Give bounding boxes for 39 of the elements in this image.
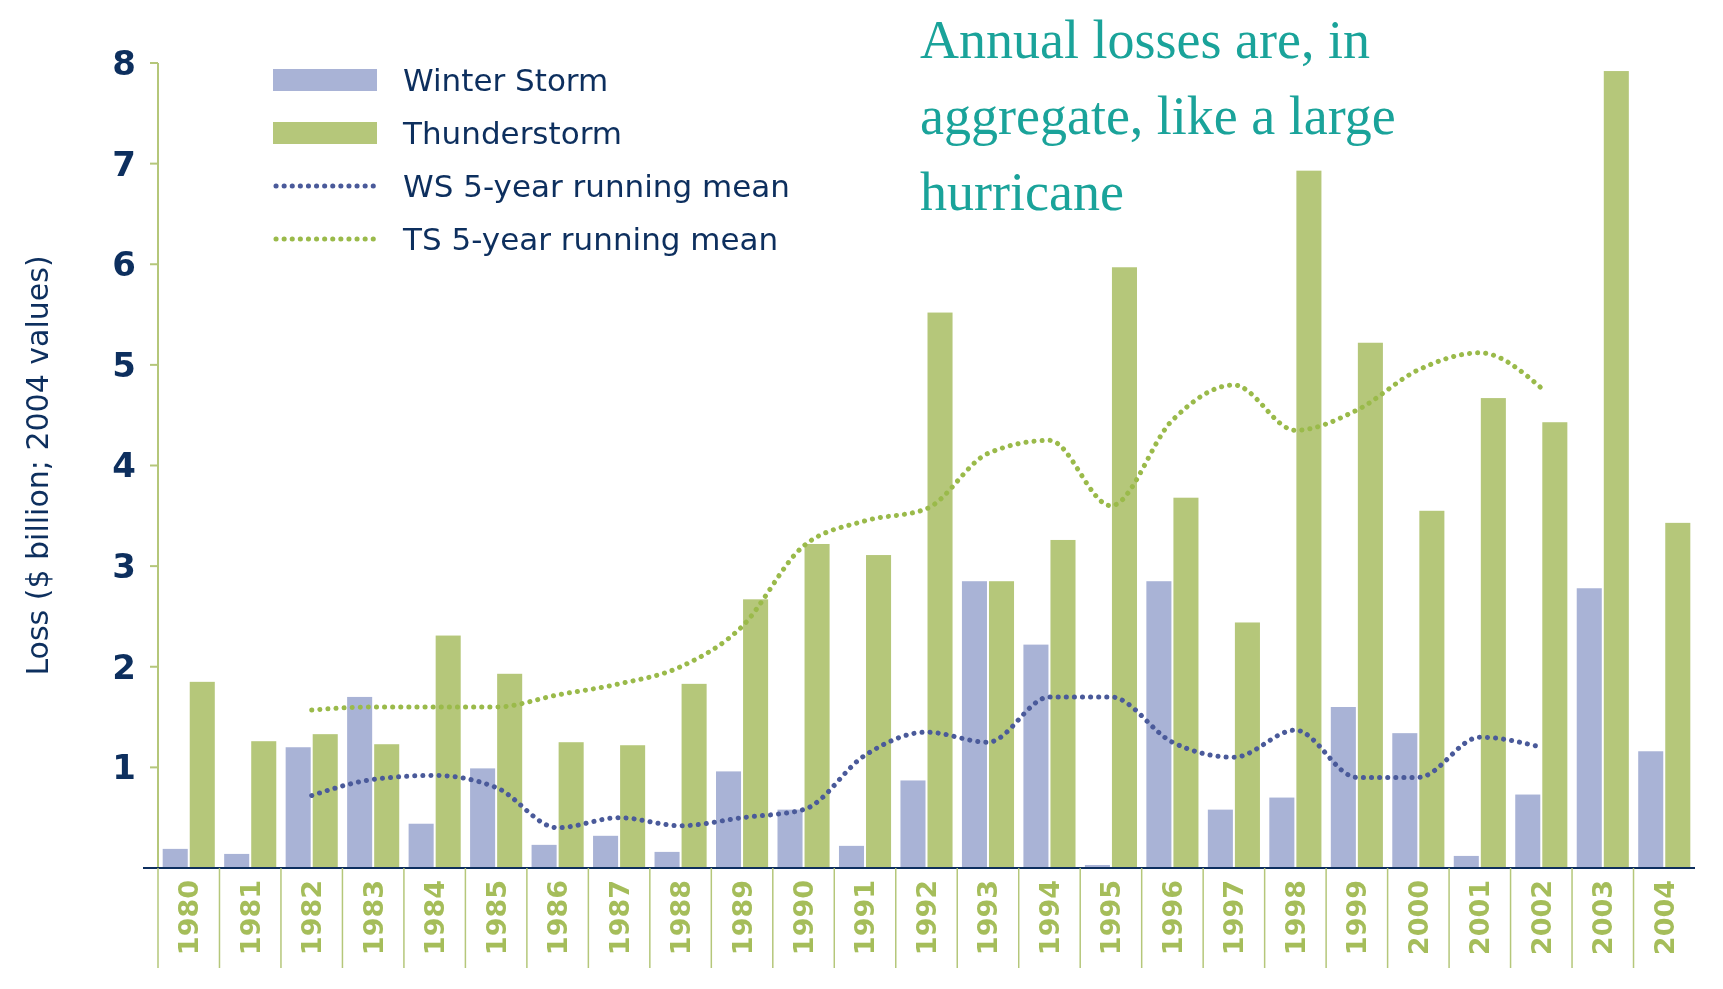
x-tick-label: 1986 — [542, 880, 574, 956]
x-tick-label: 1994 — [1033, 880, 1065, 956]
x-tick-label: 2002 — [1525, 880, 1557, 956]
annotation: Annual losses are, in aggregate, like a large hurricane — [920, 10, 1396, 222]
x-tick-label: 2001 — [1464, 880, 1496, 956]
x-tick-label: 1983 — [357, 880, 389, 956]
x-tick-label: 1987 — [603, 880, 635, 956]
x-tick-label: 1998 — [1279, 880, 1311, 956]
y-axis-title: Loss ($ billion; 2004 values) — [20, 255, 55, 676]
x-tick-label: 1999 — [1341, 880, 1373, 956]
x-tick-label: 1990 — [787, 880, 819, 956]
y-tick-label: 1 — [112, 747, 136, 788]
y-tick-label: 5 — [112, 344, 136, 385]
y-tick-label: 2 — [112, 646, 136, 687]
x-tick-label: 1988 — [665, 880, 697, 956]
x-tick-label: 1981 — [234, 880, 266, 956]
x-tick-label: 2003 — [1587, 880, 1619, 956]
x-tick-label: 1996 — [1156, 880, 1188, 956]
y-tick-label: 4 — [112, 445, 136, 486]
y-tick-label: 6 — [112, 244, 136, 285]
y-tick-label: 3 — [112, 546, 136, 587]
x-tick-label: 1991 — [849, 880, 881, 956]
x-tick-label: 1985 — [480, 880, 512, 956]
x-tick-label: 1995 — [1095, 880, 1127, 956]
x-tick-label: 1980 — [173, 880, 205, 956]
legend-label: WS 5-year running mean — [403, 167, 790, 204]
x-tick-label: 1993 — [972, 880, 1004, 956]
x-tick-label: 2000 — [1402, 880, 1434, 956]
y-tick-label: 8 — [112, 42, 136, 83]
y-tick-label: 7 — [112, 143, 136, 184]
x-tick-label: 2004 — [1648, 880, 1680, 956]
legend-label: Winter Storm — [403, 61, 609, 98]
legend-label: TS 5-year running mean — [402, 220, 779, 257]
x-tick-label: 1982 — [296, 880, 328, 956]
x-tick-label: 1984 — [419, 880, 451, 956]
x-tick-label: 1997 — [1218, 880, 1250, 956]
x-tick-label: 1992 — [910, 880, 942, 956]
x-tick-label: 1989 — [726, 880, 758, 956]
legend-label: Thunderstorm — [402, 114, 623, 151]
